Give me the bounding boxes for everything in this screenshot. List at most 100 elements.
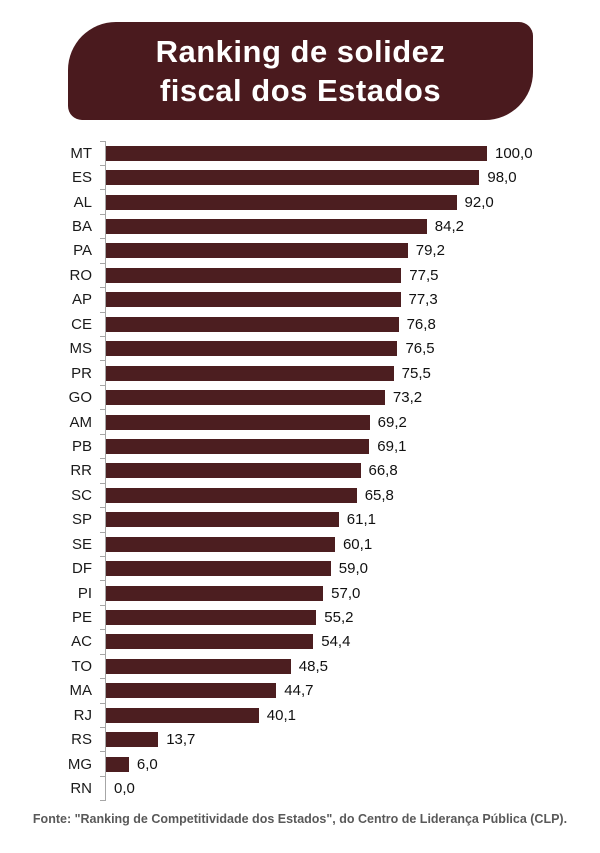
value-label: 59,0 xyxy=(338,560,368,578)
bar-row: ES 98,0 xyxy=(40,164,580,190)
bar-track: 48,5 xyxy=(100,653,580,679)
bar xyxy=(106,610,317,626)
category-label: PA xyxy=(73,242,92,260)
bar-row: BA 84,2 xyxy=(40,213,580,239)
bar xyxy=(106,707,259,723)
bar xyxy=(106,634,314,650)
bar-track: 76,8 xyxy=(100,311,580,337)
bar xyxy=(106,463,361,479)
bar xyxy=(106,561,331,577)
title-banner: Ranking de solidez fiscal dos Estados xyxy=(68,22,533,120)
bar-row: GO 73,2 xyxy=(40,384,580,410)
bar xyxy=(106,414,370,430)
bar-row: PE 55,2 xyxy=(40,604,580,630)
category-label: BA xyxy=(71,218,92,236)
bar-track: 61,1 xyxy=(100,507,580,532)
bar-track: 57,0 xyxy=(100,580,580,606)
bar-row: RJ 40,1 xyxy=(40,702,580,728)
bar-row: TO 48,5 xyxy=(40,653,580,679)
category-label: RS xyxy=(71,731,92,749)
bar-track: 55,2 xyxy=(100,604,580,630)
category-label: MG xyxy=(67,755,92,773)
bar xyxy=(106,438,370,454)
bar xyxy=(106,683,277,699)
bar-row: PR 75,5 xyxy=(40,360,580,386)
bar-track: 66,8 xyxy=(100,458,580,484)
bar xyxy=(106,512,339,528)
value-label: 98,0 xyxy=(487,169,517,187)
bar-row: MG 6,0 xyxy=(40,751,580,777)
category-label: TO xyxy=(71,657,92,675)
bar-track: 84,2 xyxy=(100,213,580,239)
bar xyxy=(106,390,385,406)
bar-track: 59,0 xyxy=(100,555,580,581)
value-label: 13,7 xyxy=(166,731,196,749)
bar-row: AM 69,2 xyxy=(40,409,580,435)
bar xyxy=(106,292,401,308)
category-label: GO xyxy=(68,389,92,407)
bar-row: RS 13,7 xyxy=(40,726,580,752)
category-label: RJ xyxy=(73,706,92,724)
value-label: 0,0 xyxy=(114,780,135,798)
bar xyxy=(106,487,357,503)
bar-row: SC 65,8 xyxy=(40,482,580,508)
value-label: 76,8 xyxy=(406,315,436,333)
category-label: ES xyxy=(71,169,92,187)
category-label: AM xyxy=(69,413,93,431)
bar-track: 54,4 xyxy=(100,629,580,655)
category-label: AP xyxy=(71,291,92,309)
value-label: 73,2 xyxy=(392,389,423,407)
value-label: 40,1 xyxy=(266,706,296,724)
bar-row: CE 76,8 xyxy=(40,311,580,337)
bar xyxy=(106,365,394,381)
bar-track: 69,1 xyxy=(100,433,580,459)
category-label: PB xyxy=(71,437,92,455)
value-label: 65,8 xyxy=(364,486,394,504)
value-label: 77,3 xyxy=(408,291,438,309)
bar-track: 13,7 xyxy=(100,726,580,752)
bar-row: MA 44,7 xyxy=(40,678,580,704)
bar-row: SP 61,1 xyxy=(40,507,580,532)
bar xyxy=(106,316,399,332)
bar-track: 6,0 xyxy=(100,751,580,777)
bar-row: SE 60,1 xyxy=(40,531,580,557)
bar-row: PA 79,2 xyxy=(40,238,580,264)
bar-row: MS 76,5 xyxy=(40,335,580,361)
bar xyxy=(106,658,291,674)
category-label: RO xyxy=(69,266,93,284)
bar xyxy=(106,219,427,235)
bar-chart: MT 100,0 ES 98,0 AL 92,0 BA 84,2 PA 79,2 RO 77,5 AP 7… xyxy=(40,140,580,802)
value-label: 66,8 xyxy=(368,462,398,480)
bar-row: AC 54,4 xyxy=(40,629,580,655)
value-label: 84,2 xyxy=(434,218,464,236)
bar-row: MT 100,0 xyxy=(40,140,580,166)
bar xyxy=(106,243,408,259)
bar xyxy=(106,341,398,357)
category-label: PE xyxy=(71,609,92,627)
chart-title-line1: Ranking de solidez xyxy=(155,34,446,69)
category-label: RN xyxy=(70,780,92,798)
value-label: 6,0 xyxy=(136,755,158,773)
bar-track: 69,2 xyxy=(100,409,580,435)
bar-row: RR 66,8 xyxy=(40,458,580,484)
category-label: PI xyxy=(77,584,92,602)
source-note: Fonte: "Ranking de Competitividade dos E… xyxy=(32,812,568,826)
bar-track: 0,0 xyxy=(100,775,580,802)
category-label: AL xyxy=(73,193,92,211)
bar xyxy=(106,756,129,772)
bar-row: RO 77,5 xyxy=(40,262,580,288)
bar-track: 40,1 xyxy=(100,702,580,728)
category-label: SP xyxy=(71,511,92,529)
value-label: 48,5 xyxy=(298,657,328,675)
value-label: 55,2 xyxy=(324,609,354,627)
value-label: 54,4 xyxy=(321,633,351,651)
value-label: 79,2 xyxy=(415,242,445,260)
bar-track: 77,5 xyxy=(100,262,580,288)
bar-row: AL 92,0 xyxy=(40,189,580,215)
bar xyxy=(106,170,480,186)
value-label: 76,5 xyxy=(405,340,435,358)
bar-track: 79,2 xyxy=(100,238,580,264)
category-label: PR xyxy=(71,364,92,382)
bar-row: RN 0,0 xyxy=(40,775,580,802)
bar-row: DF 59,0 xyxy=(40,555,580,581)
